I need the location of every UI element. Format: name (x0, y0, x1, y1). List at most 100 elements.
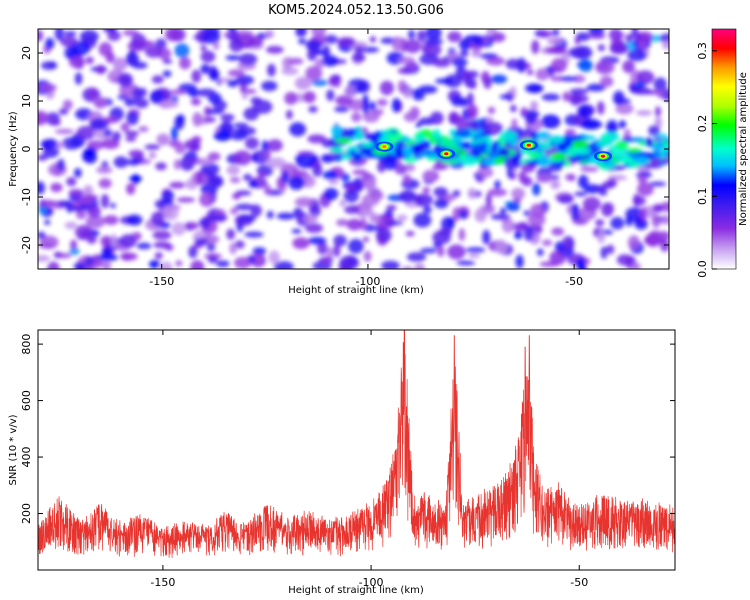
heatmap-ridge-cell (363, 142, 375, 148)
heatmap-cell (386, 204, 397, 211)
heatmap-cell (532, 182, 541, 196)
heatmap-cell (534, 226, 543, 232)
heatmap-cell (124, 130, 139, 137)
heatmap-cell (487, 188, 507, 197)
heatmap-cell (413, 212, 432, 228)
heatmap-cell (74, 168, 82, 178)
heatmap-cell (312, 165, 323, 177)
heatmap-cell (48, 61, 57, 68)
heatmap-cell (352, 52, 366, 63)
heatmap-cell (656, 89, 664, 98)
heatmap-cell (459, 49, 469, 58)
heatmap-cell (54, 29, 64, 41)
heatmap-cell (64, 221, 78, 230)
snr-panel: -150 -100 -50 200 400 600 800 Height of strai… (8, 329, 676, 596)
heatmap-cell (126, 158, 140, 166)
heatmap-cell (61, 137, 82, 150)
heatmap-ridge-cell (346, 128, 357, 136)
heatmap-cell (103, 215, 119, 225)
colorbar-label: Normalized spectral amplitude (738, 72, 749, 226)
heatmap-cell (252, 247, 267, 256)
heatmap-cell (195, 170, 203, 185)
heatmap-cell (251, 153, 258, 163)
heatmap-cell (291, 228, 302, 234)
heatmap-cell (174, 43, 190, 58)
heatmap-cell (243, 173, 253, 182)
heatmap-cell (151, 211, 165, 227)
heatmap-cell (577, 104, 594, 118)
heatmap-ridge-cell (487, 152, 501, 159)
heatmap-cell (73, 262, 86, 269)
heatmap-ridge-cell (645, 137, 653, 147)
heatmap-cell (569, 92, 582, 106)
heatmap-cell (57, 158, 65, 172)
heatmap-y-ticks: -20 -10 0 10 20 (20, 46, 669, 254)
heatmap-cell (494, 180, 501, 190)
heatmap-cell (162, 70, 172, 78)
heatmap-cell (335, 95, 353, 106)
heatmap-cell (321, 55, 339, 67)
heatmap-x-tick-label: -50 (565, 275, 583, 288)
heatmap-cell (362, 99, 370, 115)
heatmap-cell (119, 252, 138, 261)
heatmap-cell (580, 166, 599, 173)
heatmap-cell (586, 83, 606, 92)
heatmap-cell (250, 204, 262, 217)
heatmap-cell (311, 29, 327, 37)
heatmap-cell (569, 88, 589, 95)
heatmap-cell (244, 137, 260, 150)
heatmap-cell (405, 230, 415, 237)
heatmap-cell (207, 255, 218, 264)
heatmap-cell (562, 91, 571, 102)
heatmap-cell (332, 243, 341, 258)
heatmap-cell (110, 233, 117, 248)
heatmap-cell (303, 91, 316, 104)
heatmap-cell (308, 236, 327, 245)
heatmap-cell (209, 69, 220, 81)
heatmap-cell (281, 170, 289, 184)
heatmap-cell (276, 212, 295, 220)
heatmap-cell (298, 38, 307, 45)
heatmap-ridge-cell (563, 159, 571, 167)
heatmap-cell (541, 93, 561, 101)
heatmap-cell (363, 250, 372, 262)
heatmap-cell (47, 261, 60, 269)
heatmap-cell (287, 57, 304, 65)
heatmap-cell (235, 75, 255, 86)
heatmap-cell (408, 29, 415, 40)
heatmap-cell (83, 185, 94, 198)
heatmap-cell (322, 170, 338, 180)
heatmap-cell (361, 210, 375, 216)
heatmap-ridge-cell (365, 153, 378, 159)
heatmap-cell (551, 227, 565, 236)
heatmap-cell (501, 218, 515, 233)
heatmap-cell (499, 207, 507, 215)
heatmap-cell (651, 214, 661, 228)
heatmap-cell (38, 154, 48, 161)
heatmap-cell (118, 72, 133, 87)
heatmap-cell (536, 248, 544, 257)
heatmap-cell (38, 83, 57, 93)
heatmap-cell (580, 118, 601, 130)
heatmap-cell (177, 114, 185, 124)
heatmap-cell (369, 36, 377, 43)
heatmap-ridge-cell (454, 128, 472, 139)
heatmap-ridge-cell (354, 129, 365, 141)
heatmap-cell (285, 109, 293, 120)
heatmap-cell (38, 255, 51, 262)
heatmap-cell (100, 235, 113, 247)
heatmap-cell (227, 69, 245, 77)
heatmap-cell (62, 99, 73, 111)
heatmap-cell (57, 200, 72, 207)
heatmap-cell (305, 39, 322, 51)
heatmap-cell (479, 53, 498, 60)
heatmap-cell (292, 168, 299, 176)
heatmap-cell (156, 133, 170, 146)
heatmap-cell (264, 29, 275, 39)
heatmap-cell (273, 261, 294, 269)
heatmap-cell (244, 231, 264, 238)
heatmap-cell (413, 193, 434, 207)
colorbar-ticks: 0.0 0.1 0.2 0.3 (696, 42, 717, 278)
heatmap-cell (608, 29, 623, 42)
